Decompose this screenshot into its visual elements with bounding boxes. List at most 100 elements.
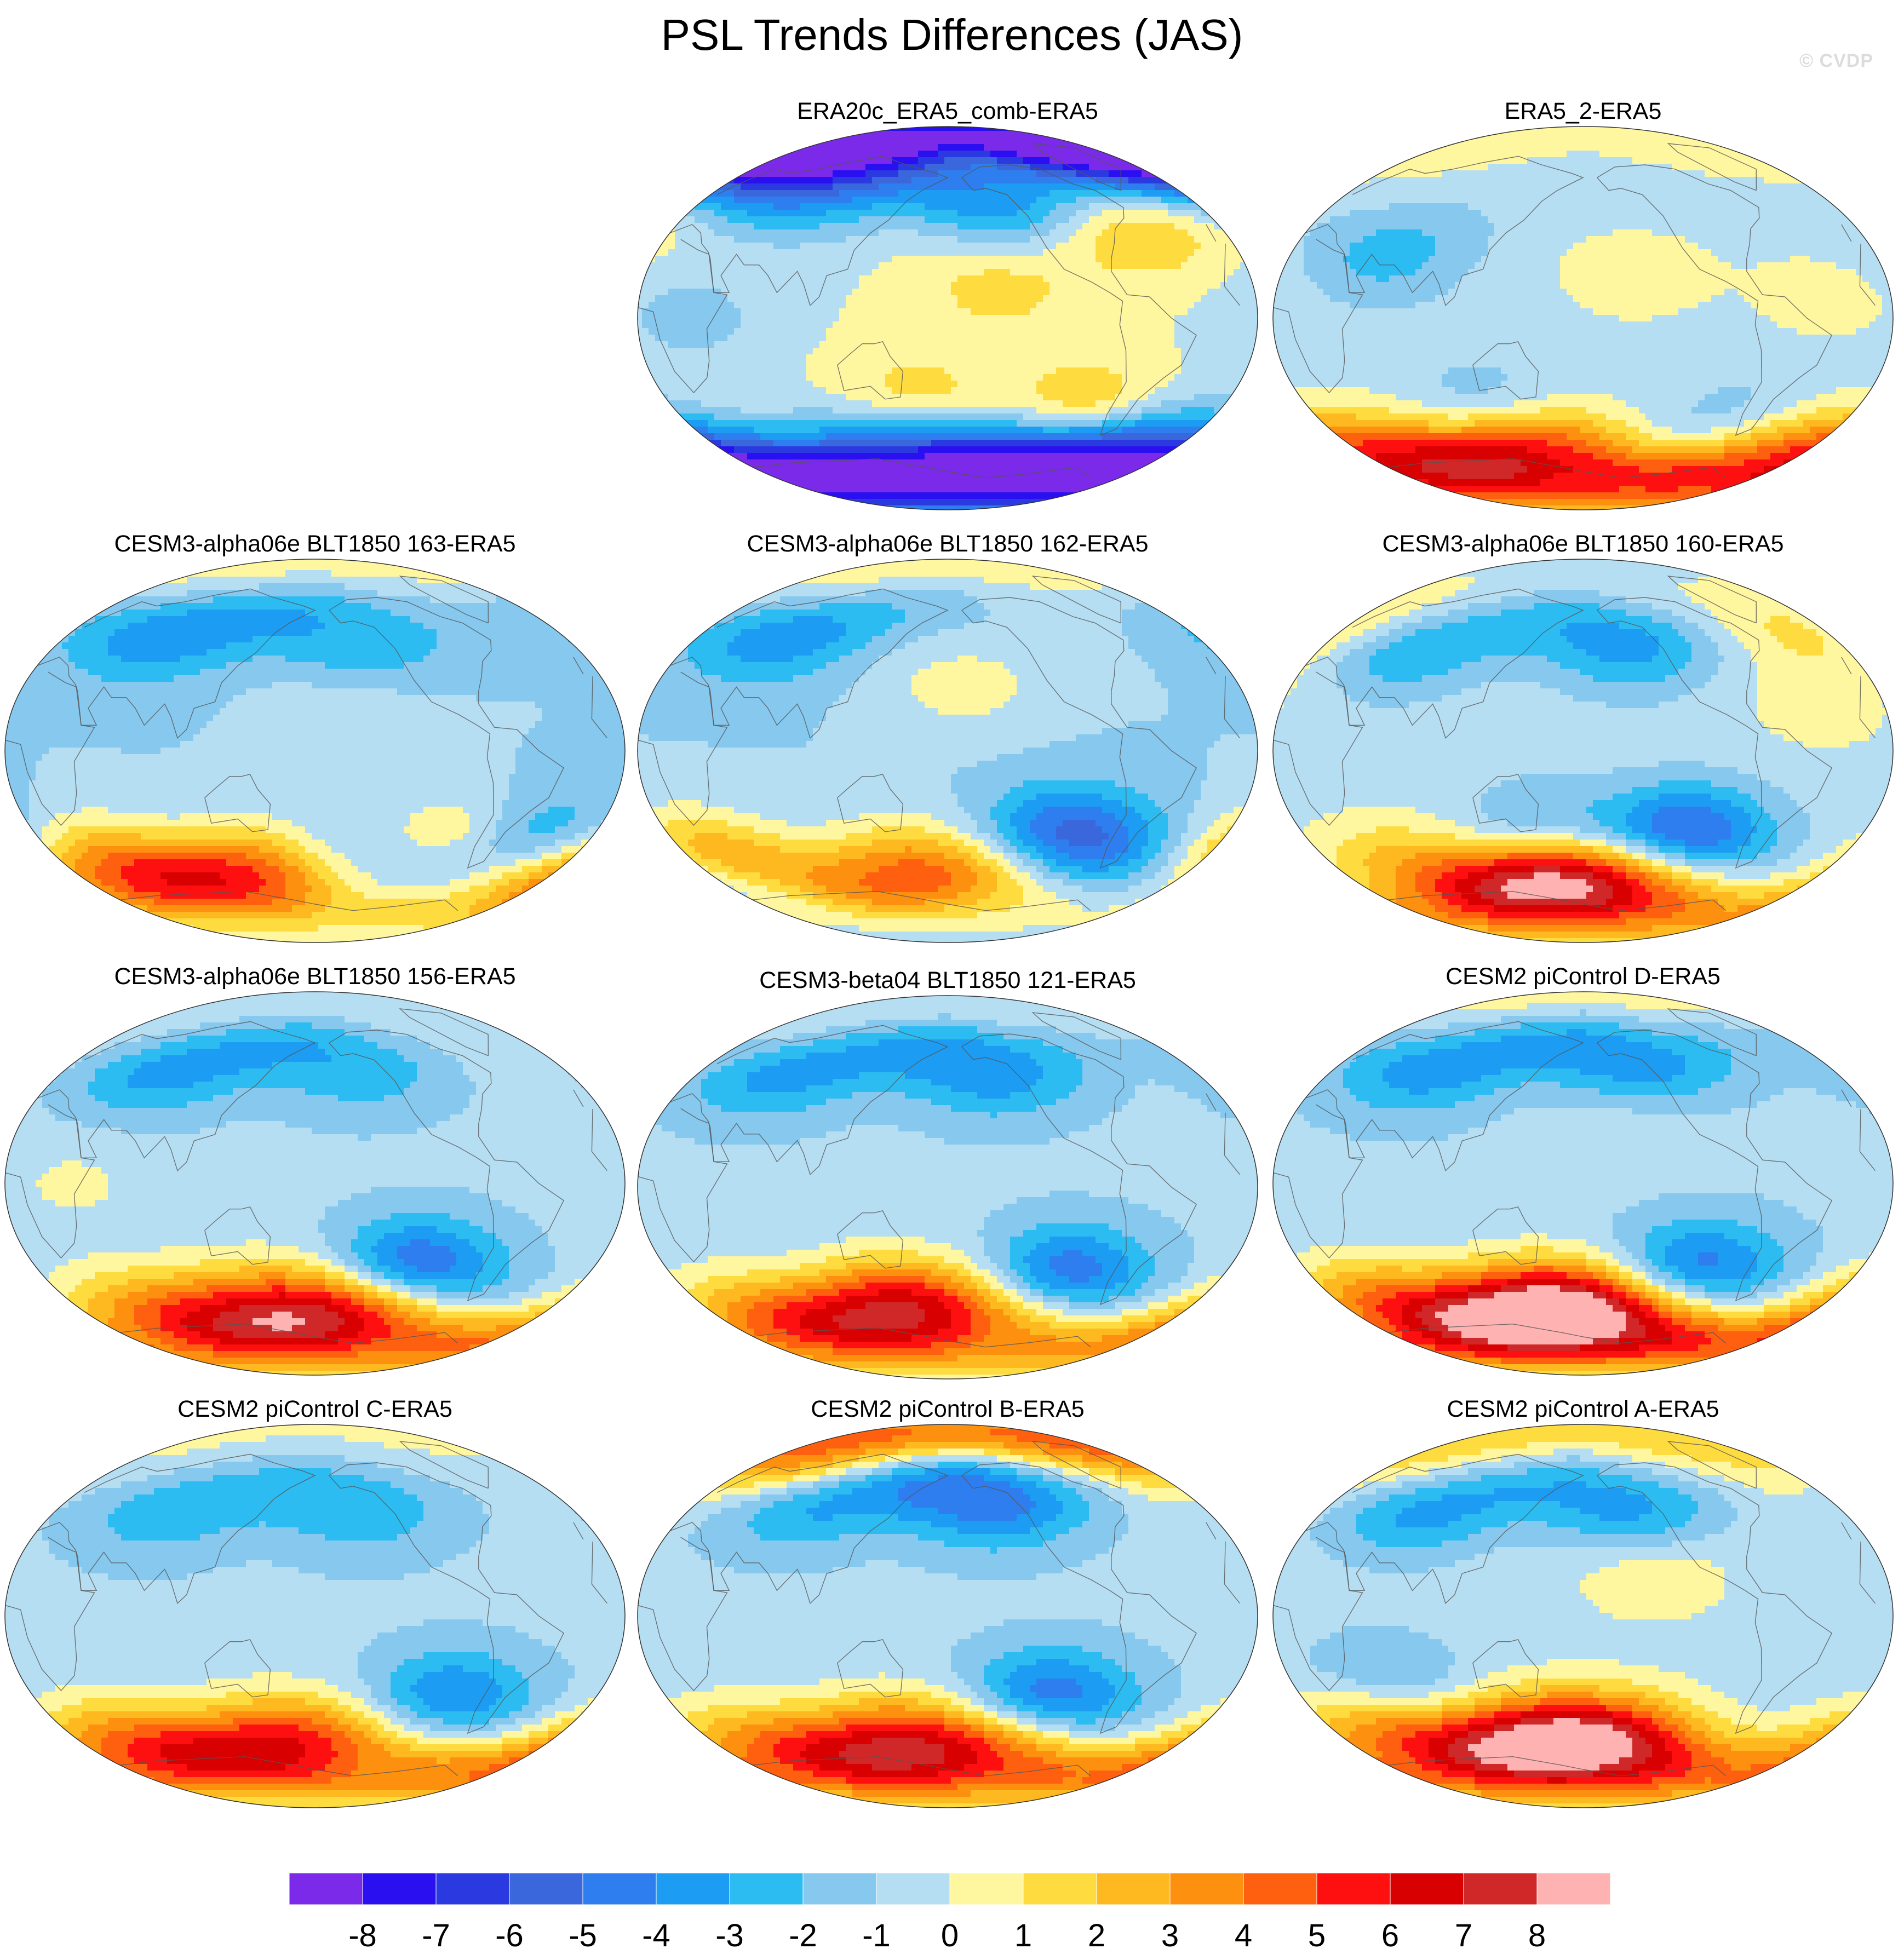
field-cell [1168,249,1175,256]
field-cell [754,249,761,256]
field-cell [1030,367,1037,375]
field-cell [1010,137,1017,145]
field-cell [668,348,675,355]
field-cell [938,308,945,315]
field-cell [760,203,767,210]
field-cell [806,289,813,296]
field-cell [1082,427,1089,434]
field-cell [819,486,827,493]
field-cell [839,170,846,177]
field-cell [1115,269,1122,276]
field-cell [964,151,971,158]
field-cell [892,394,899,401]
field-cell [990,348,997,355]
field-cell [754,216,761,223]
field-cell [1102,387,1109,394]
field-cell [1161,427,1168,434]
field-cell [833,427,840,434]
field-cell [754,413,761,421]
field-cell [1188,321,1195,329]
field-cell [1122,170,1129,177]
field-cell [839,473,846,480]
field-cell [1253,367,1258,375]
field-cell [1652,164,1659,171]
field-cell [741,400,748,407]
field-cell [1507,170,1515,177]
field-cell [760,420,767,427]
field-cell [833,289,840,296]
field-cell [1109,177,1116,184]
field-cell [931,275,938,283]
field-cell [833,157,840,164]
field-cell [931,256,938,263]
field-cell [1606,157,1613,164]
field-cell [793,361,800,368]
field-cell [1030,427,1037,434]
field-cell [1174,302,1182,309]
field-cell [1115,381,1122,388]
field-cell [957,354,965,361]
field-cell [911,131,919,138]
field-cell [1240,381,1247,388]
field-cell [1115,190,1122,197]
field-cell [839,131,846,138]
field-cell [787,210,794,217]
field-cell [806,216,813,223]
field-cell [911,367,919,375]
field-cell [833,282,840,289]
field-cell [1135,262,1142,269]
field-cell [675,400,682,407]
field-cell [793,243,800,250]
field-cell [681,256,689,263]
field-cell [1043,381,1050,388]
field-cell [819,203,827,210]
field-cell [688,216,695,223]
field-cell [826,249,833,256]
field-cell [1017,177,1024,184]
field-cell [1003,479,1011,486]
field-cell [714,282,721,289]
field-cell [1645,157,1653,164]
field-cell [957,453,965,460]
field-cell [1619,131,1626,138]
field-cell [813,400,820,407]
field-cell [662,256,669,263]
field-cell [1161,210,1168,217]
field-cell [1010,144,1017,151]
field-cell [984,374,991,381]
field-cell [1188,302,1195,309]
field-cell [793,433,800,440]
field-cell [754,157,761,164]
field-cell [1188,367,1195,375]
field-cell [1109,413,1116,421]
field-cell [990,315,997,322]
field-cell [911,341,919,348]
field-cell [767,341,774,348]
field-cell [1194,433,1201,440]
field-cell [1240,354,1247,361]
field-cell [1030,190,1037,197]
field-cell [1148,190,1155,197]
field-cell [1043,144,1050,151]
field-cell [1076,295,1083,302]
field-cell [1240,308,1247,315]
field-cell [747,381,754,388]
field-cell [747,275,754,283]
field-cell [741,315,748,322]
field-cell [1494,151,1501,158]
field-cell [1573,131,1580,138]
field-cell [1188,236,1195,243]
field-cell [977,374,984,381]
field-cell [1043,427,1050,434]
field-cell [971,459,978,467]
field-cell [892,407,899,414]
field-cell [1010,361,1017,368]
field-cell [1082,262,1089,269]
field-cell [668,216,675,223]
field-cell [852,492,859,499]
field-cell [1122,394,1129,401]
field-cell [879,367,886,375]
field-cell [701,367,708,375]
field-cell [997,295,1004,302]
field-cell [1626,151,1633,158]
